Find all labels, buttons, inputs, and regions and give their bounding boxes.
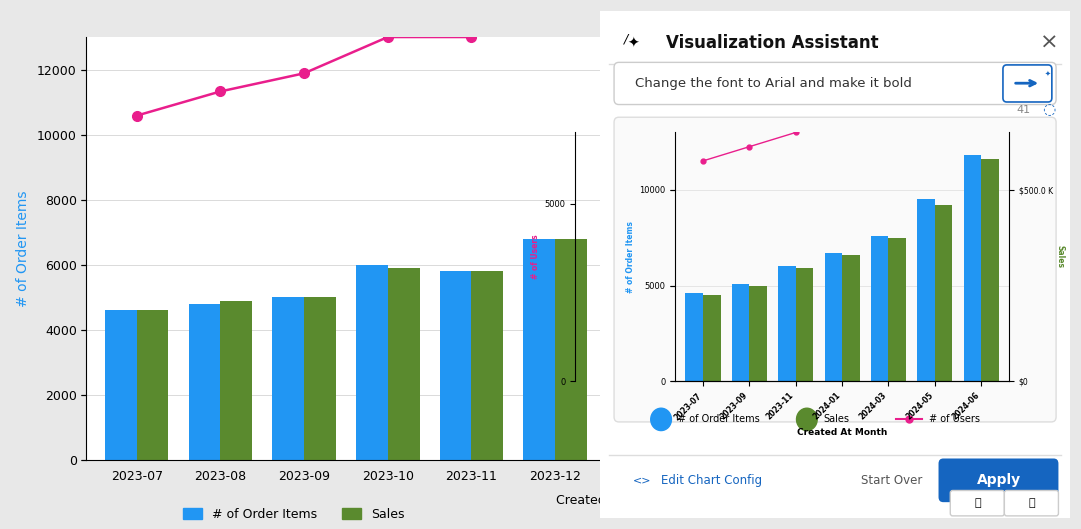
- Bar: [825, 253, 842, 381]
- FancyBboxPatch shape: [614, 117, 1056, 422]
- Bar: [749, 286, 768, 381]
- Text: # of Users: # of Users: [930, 414, 980, 424]
- FancyBboxPatch shape: [1003, 65, 1052, 102]
- Bar: [221, 300, 252, 460]
- Bar: [471, 271, 504, 460]
- Bar: [304, 297, 336, 460]
- Text: Edit Chart Config: Edit Chart Config: [662, 474, 762, 487]
- FancyBboxPatch shape: [938, 459, 1058, 502]
- Text: ✦: ✦: [1045, 71, 1051, 77]
- Text: Change the font to Arial and make it bold: Change the font to Arial and make it bol…: [636, 77, 912, 90]
- Text: Visualization Assistant: Visualization Assistant: [666, 33, 879, 51]
- Bar: [440, 271, 471, 460]
- Text: /: /: [624, 32, 628, 45]
- FancyBboxPatch shape: [1004, 490, 1058, 516]
- Text: Start Over: Start Over: [860, 474, 922, 487]
- Bar: [388, 268, 419, 460]
- Text: Sales: Sales: [824, 414, 850, 424]
- Bar: [963, 156, 982, 381]
- Legend: # of Order Items, Sales: # of Order Items, Sales: [178, 503, 410, 526]
- X-axis label: Created At Month: Created At Month: [797, 427, 888, 436]
- Bar: [935, 205, 952, 381]
- Y-axis label: Sales: Sales: [1055, 245, 1064, 268]
- X-axis label: Created At: Created At: [557, 494, 624, 507]
- Text: ✦: ✦: [627, 37, 639, 51]
- FancyBboxPatch shape: [950, 490, 1004, 516]
- Text: ◌: ◌: [1042, 102, 1056, 117]
- Bar: [188, 304, 221, 460]
- Bar: [703, 295, 721, 381]
- Bar: [918, 199, 935, 381]
- Text: 41: 41: [1016, 105, 1030, 115]
- Text: # of Order Items: # of Order Items: [678, 414, 759, 424]
- Text: ×: ×: [1040, 33, 1058, 52]
- Bar: [889, 238, 906, 381]
- Text: 👎: 👎: [1028, 498, 1035, 508]
- Bar: [778, 267, 796, 381]
- Bar: [732, 284, 749, 381]
- Circle shape: [651, 408, 671, 431]
- Bar: [136, 311, 169, 460]
- Bar: [982, 159, 999, 381]
- Bar: [871, 236, 889, 381]
- Bar: [796, 268, 813, 381]
- Circle shape: [797, 408, 817, 431]
- FancyBboxPatch shape: [596, 5, 1075, 524]
- Y-axis label: # of Users: # of Users: [531, 234, 540, 279]
- FancyBboxPatch shape: [614, 62, 1056, 105]
- Bar: [105, 311, 136, 460]
- Y-axis label: # of Order Items: # of Order Items: [16, 190, 30, 307]
- Bar: [556, 239, 587, 460]
- Bar: [842, 255, 859, 381]
- Bar: [685, 293, 703, 381]
- Text: 👍: 👍: [974, 498, 980, 508]
- Text: <>: <>: [632, 476, 652, 485]
- Text: Apply: Apply: [976, 473, 1020, 487]
- Bar: [523, 239, 556, 460]
- Bar: [272, 297, 304, 460]
- Bar: [356, 265, 388, 460]
- Y-axis label: # of Order Items: # of Order Items: [626, 221, 635, 293]
